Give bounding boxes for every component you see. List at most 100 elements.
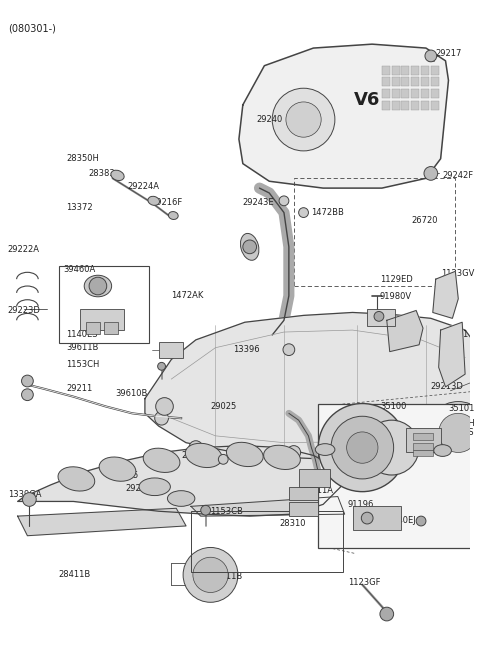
Bar xyxy=(352,506,401,530)
Ellipse shape xyxy=(148,196,159,205)
Text: 28910: 28910 xyxy=(335,438,361,447)
Bar xyxy=(367,309,395,326)
Bar xyxy=(411,65,419,75)
Circle shape xyxy=(23,492,36,506)
Bar xyxy=(289,487,318,500)
Bar xyxy=(401,65,409,75)
Text: 91980S: 91980S xyxy=(443,428,474,438)
Circle shape xyxy=(374,311,384,321)
Circle shape xyxy=(183,548,238,603)
Text: 91196: 91196 xyxy=(348,500,374,509)
Polygon shape xyxy=(239,44,448,188)
Text: 13396: 13396 xyxy=(233,345,260,354)
Bar xyxy=(392,77,399,86)
Circle shape xyxy=(156,397,173,415)
Circle shape xyxy=(243,240,256,254)
Text: 28411B: 28411B xyxy=(59,570,91,579)
Circle shape xyxy=(470,391,480,446)
Text: 35110H: 35110H xyxy=(443,419,475,428)
Text: 29215: 29215 xyxy=(125,484,152,493)
Text: 29213D: 29213D xyxy=(431,382,464,391)
Bar xyxy=(421,65,429,75)
Circle shape xyxy=(286,102,321,137)
Bar xyxy=(411,77,419,86)
Text: 29215: 29215 xyxy=(113,470,139,480)
Circle shape xyxy=(22,389,33,401)
Polygon shape xyxy=(191,496,345,516)
Text: 28350H: 28350H xyxy=(67,154,99,163)
Text: 29211: 29211 xyxy=(67,384,93,393)
Bar xyxy=(431,65,439,75)
Text: 1472BB: 1472BB xyxy=(312,208,344,217)
Ellipse shape xyxy=(185,444,222,468)
Text: 29221: 29221 xyxy=(443,331,469,339)
Ellipse shape xyxy=(240,233,259,261)
Text: 1153CB: 1153CB xyxy=(211,507,243,516)
Bar xyxy=(413,450,433,456)
Circle shape xyxy=(299,208,309,218)
Text: 29025: 29025 xyxy=(211,402,237,411)
Bar xyxy=(80,309,124,330)
Circle shape xyxy=(157,363,166,370)
Bar xyxy=(382,101,390,110)
Bar xyxy=(431,90,439,98)
Ellipse shape xyxy=(434,445,451,456)
Circle shape xyxy=(218,454,228,464)
Bar xyxy=(318,403,480,548)
Circle shape xyxy=(155,411,168,425)
Text: 29217: 29217 xyxy=(436,49,462,59)
Text: 1129ED: 1129ED xyxy=(380,275,413,284)
Text: 29216F: 29216F xyxy=(152,198,183,207)
Bar xyxy=(59,267,149,343)
Circle shape xyxy=(22,375,33,387)
Circle shape xyxy=(189,441,203,454)
Text: 35101: 35101 xyxy=(448,404,475,413)
Circle shape xyxy=(385,449,398,462)
Bar xyxy=(421,77,429,86)
Circle shape xyxy=(331,416,394,479)
Circle shape xyxy=(439,413,478,452)
Circle shape xyxy=(283,344,295,355)
Bar xyxy=(104,322,118,334)
Ellipse shape xyxy=(168,212,178,220)
Bar xyxy=(413,443,433,450)
Bar xyxy=(407,428,441,452)
Text: 1123GF: 1123GF xyxy=(348,578,380,587)
Circle shape xyxy=(364,420,419,475)
Polygon shape xyxy=(145,313,480,462)
Circle shape xyxy=(380,607,394,621)
Polygon shape xyxy=(18,446,341,516)
Text: 39300A: 39300A xyxy=(390,318,422,327)
Bar xyxy=(392,90,399,98)
Text: 1339GA: 1339GA xyxy=(8,490,41,499)
Bar xyxy=(289,502,318,516)
Ellipse shape xyxy=(58,467,95,491)
Bar xyxy=(86,322,100,334)
Circle shape xyxy=(425,50,437,61)
Circle shape xyxy=(361,512,373,524)
Text: 29213C: 29213C xyxy=(181,451,214,460)
Circle shape xyxy=(287,446,300,460)
Bar xyxy=(401,90,409,98)
Text: 29240: 29240 xyxy=(256,115,283,124)
Text: V6: V6 xyxy=(354,91,380,109)
Bar xyxy=(392,65,399,75)
Text: 1140ES: 1140ES xyxy=(67,331,98,339)
Circle shape xyxy=(427,401,480,464)
Text: 29011A: 29011A xyxy=(301,486,334,495)
Circle shape xyxy=(424,166,438,180)
Circle shape xyxy=(318,403,407,492)
Bar xyxy=(431,77,439,86)
Ellipse shape xyxy=(143,448,180,472)
Circle shape xyxy=(279,196,289,206)
Text: 1123GV: 1123GV xyxy=(441,269,474,278)
Ellipse shape xyxy=(99,457,136,481)
Polygon shape xyxy=(439,322,465,387)
Ellipse shape xyxy=(168,491,195,506)
Bar xyxy=(294,178,456,286)
Text: 39460A: 39460A xyxy=(64,265,96,274)
Circle shape xyxy=(347,432,378,463)
Bar xyxy=(413,433,433,440)
Polygon shape xyxy=(18,508,186,536)
Text: 29222A: 29222A xyxy=(8,245,40,255)
